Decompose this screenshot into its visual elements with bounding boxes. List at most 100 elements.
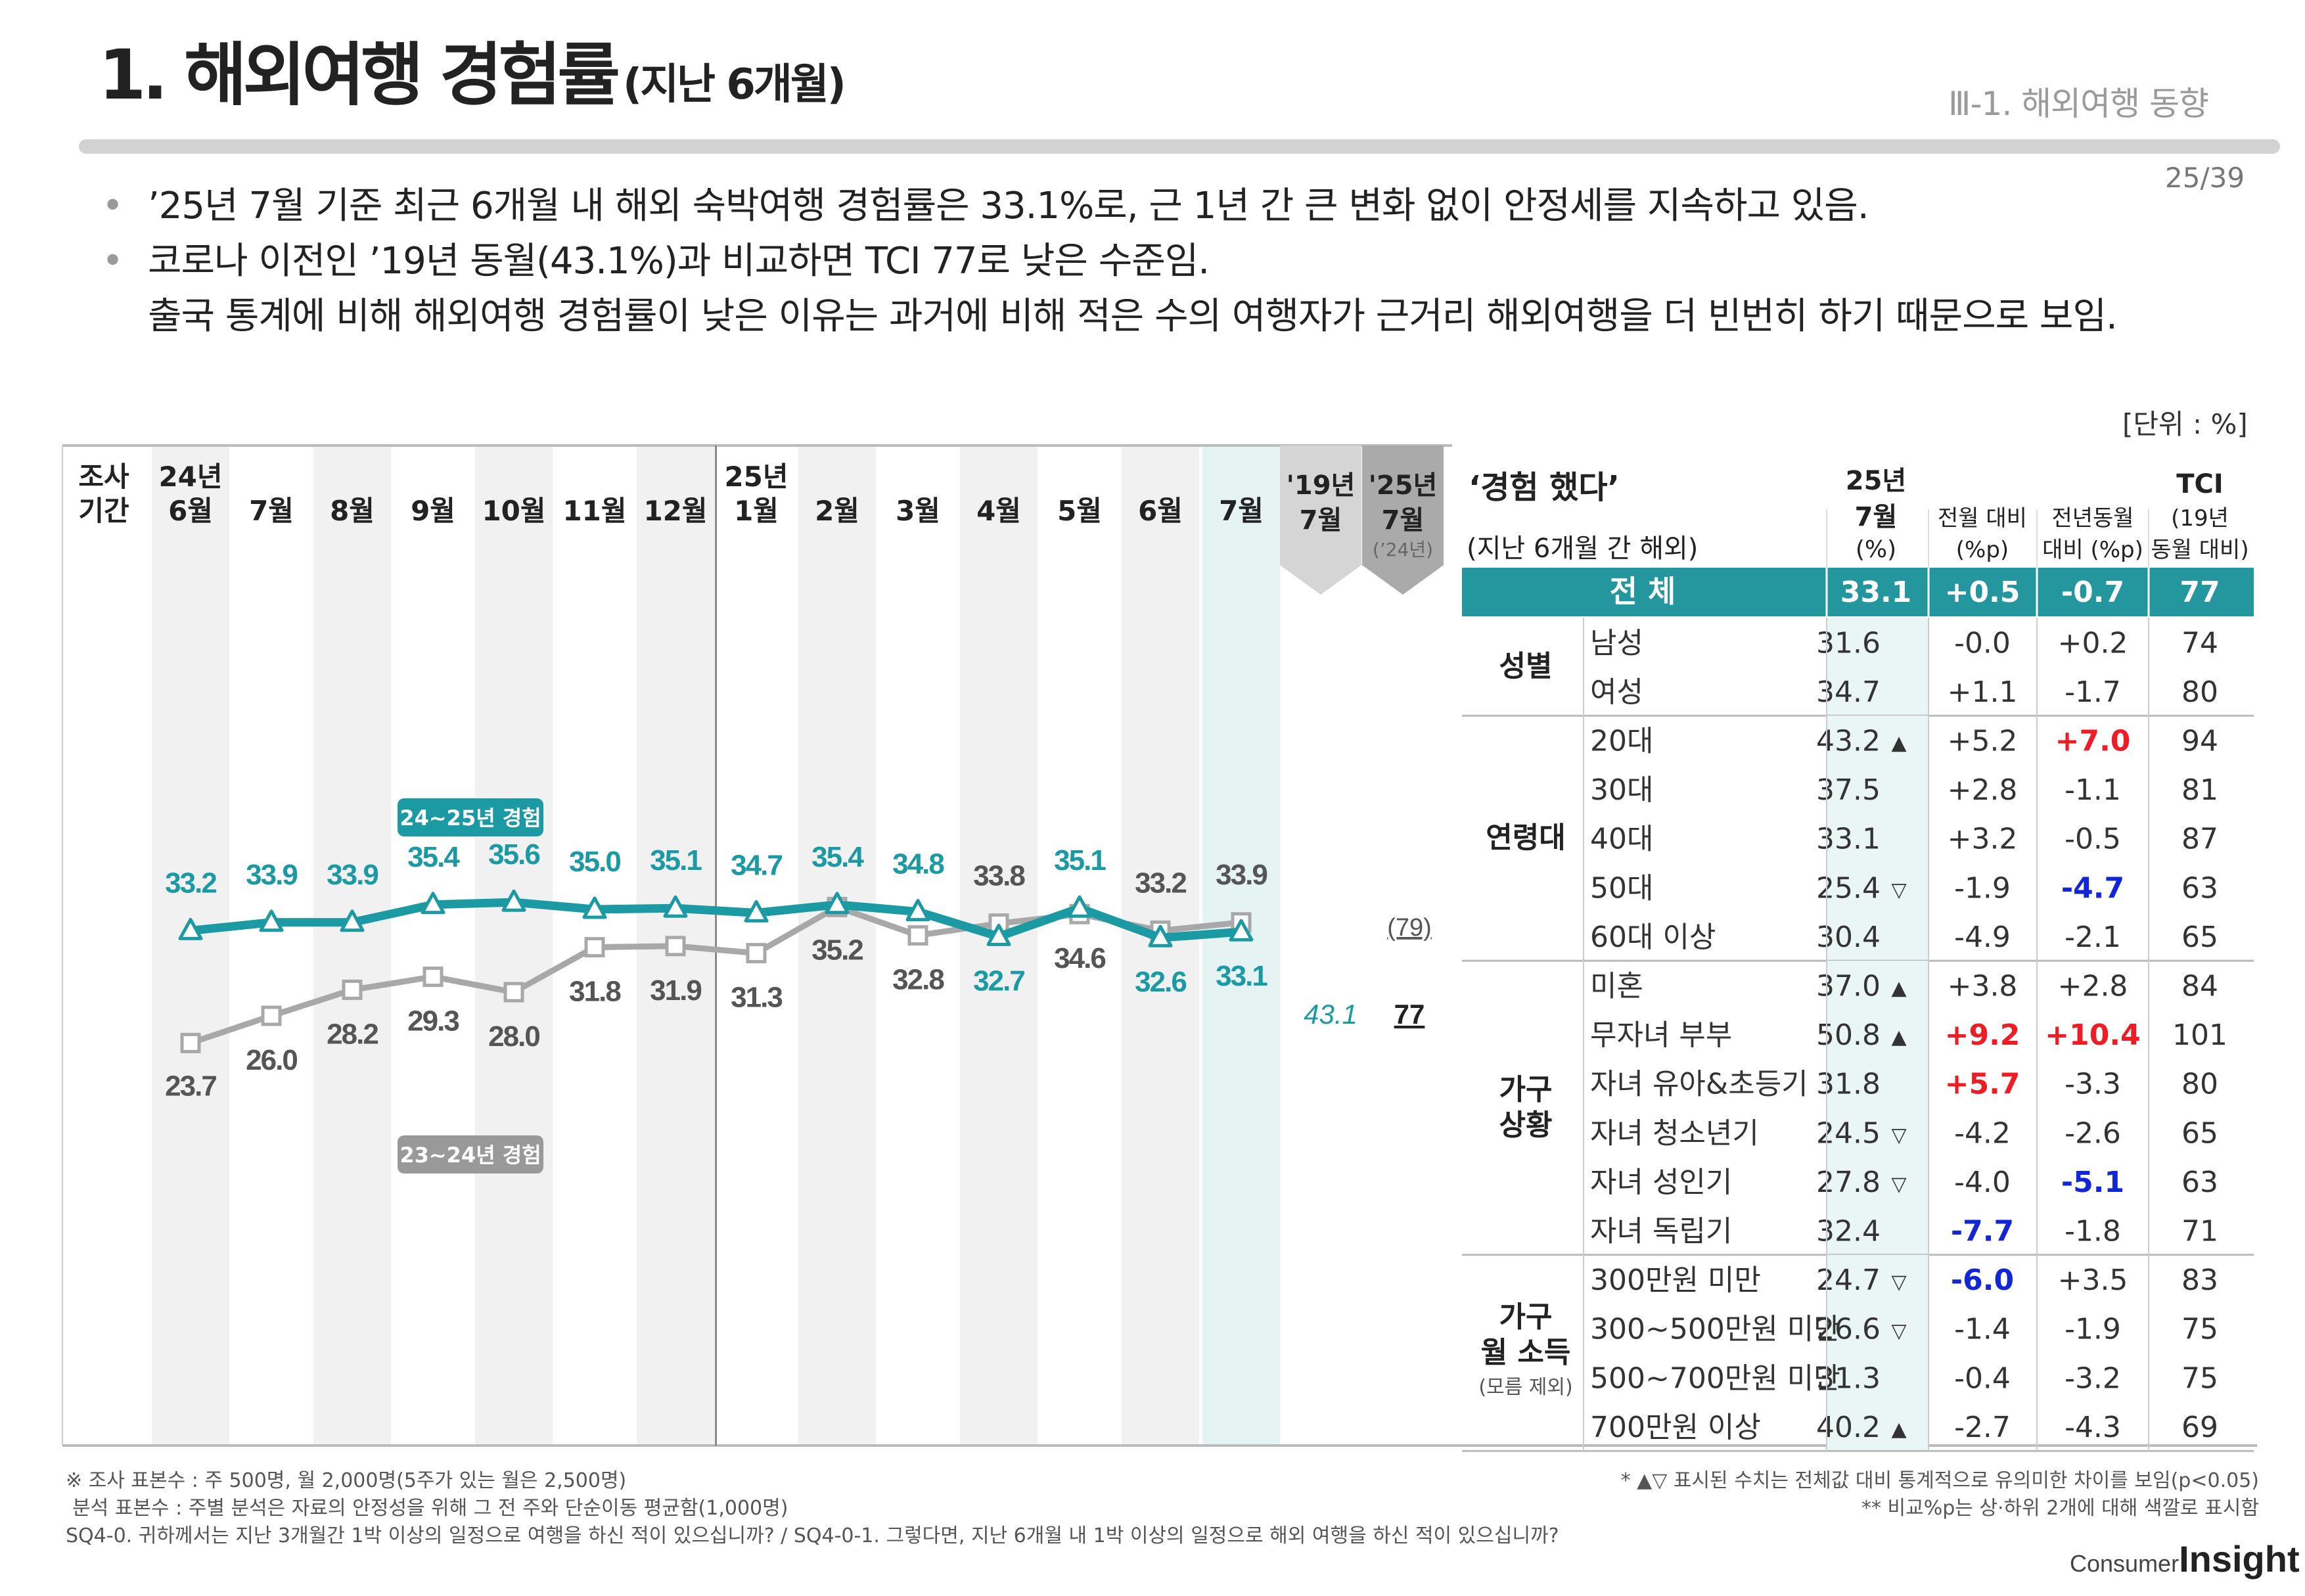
row-current-1-4: 30.4 [1816,921,1881,954]
teal-value-label-7: 34.7 [731,849,782,881]
row-sig-3-0: ▽ [1891,1271,1906,1294]
table-subtitle: (지난 6개월 간 해외) [1467,534,1698,564]
gray-point-6 [665,936,686,957]
month-label-4: 10월 [482,495,545,527]
summary-bullets: ’25년 7월 기준 최근 6개월 내 해외 숙박여행 경험률은 33.1%로,… [102,179,2244,344]
period-label-1: 조사 [78,461,129,493]
group-name-1-0: 연령대 [1486,821,1565,855]
total-row-tci: 77 [2179,576,2220,609]
row-mom-3-0: -6.0 [1951,1264,2014,1297]
col-header-tci-2: (19년 [2171,505,2229,532]
teal-series-badge-label: 24~25년 경험 [399,806,541,831]
gray-value-label-8: 35.2 [811,934,863,966]
teal-series-badge [398,798,543,836]
bullet-2: 코로나 이전인 ’19년 동월(43.1%)과 비교하면 TCI 77로 낮은 … [102,234,2244,289]
gray-value-label-7: 31.3 [731,982,782,1014]
row-tci-0-0: 74 [2181,626,2218,660]
row-yoy-2-1: +10.4 [2045,1018,2140,1052]
row-label-3-1: 300~500만원 미만 [1590,1313,1840,1346]
group-current-bg-3 [1827,1254,1928,1451]
gray-value-label-0: 23.7 [165,1070,216,1102]
column-band-2 [313,445,391,1446]
row-current-3-1: 26.6 [1816,1313,1881,1346]
row-yoy-3-2: -3.2 [2065,1361,2121,1395]
row-mom-3-1: -1.4 [1954,1313,2011,1346]
row-yoy-0-0: +0.2 [2058,626,2128,660]
teal-point-7 [744,900,769,923]
teal-point-8 [825,892,850,915]
col-header-yoy-1: 전년동월 [2051,505,2134,532]
total-row-label: 전 체 [1610,574,1676,609]
title-divider [79,139,2280,154]
row-tci-1-3: 63 [2181,871,2218,905]
compare-header-bg-0 [1280,445,1361,595]
row-label-3-3: 700만원 이상 [1590,1411,1761,1444]
teal-series-line [186,898,1246,942]
row-current-1-3: 25.4 [1816,871,1881,905]
row-current-2-0: 37.0 [1816,970,1881,1003]
compare-header-sub-1: (’24년) [1373,539,1433,560]
gray-point-9 [907,925,928,946]
row-yoy-1-1: -1.1 [2065,773,2121,807]
col-header-current-2: 7월 [1855,502,1898,532]
compare-header-bg-1 [1362,445,1444,595]
row-label-2-5: 자녀 독립기 [1590,1215,1732,1248]
row-current-2-2: 31.8 [1816,1068,1881,1101]
teal-point-6 [663,895,688,918]
teal-value-label-3: 35.4 [407,841,460,873]
row-label-2-3: 자녀 청소년기 [1590,1116,1759,1150]
month-label-13: 7월 [1219,495,1264,527]
row-tci-3-2: 75 [2181,1361,2218,1395]
teal-point-3 [421,892,445,915]
row-current-2-5: 32.4 [1816,1215,1881,1248]
row-tci-2-2: 80 [2181,1068,2218,1101]
row-label-3-2: 500~700만원 미만 [1590,1361,1840,1395]
gray-point-4 [503,982,524,1003]
month-label-11: 5월 [1057,495,1102,527]
teal-value-label-13: 33.1 [1216,960,1267,992]
teal-point-9 [905,899,930,922]
row-sig-3-3: ▲ [1891,1418,1906,1441]
gray-point-5 [584,937,605,958]
group-current-bg-0 [1827,618,1928,716]
row-yoy-0-1: -1.7 [2065,675,2121,709]
row-mom-1-4: -4.9 [1954,921,2011,954]
gray-value-label-9: 32.8 [892,964,944,996]
row-current-1-0: 43.2 [1816,725,1881,758]
total-row-bg [1462,568,2254,616]
gray-value-label-2: 28.2 [327,1018,378,1050]
gray-value-label-1: 26.0 [246,1044,297,1076]
gray-value-label-4: 28.0 [488,1020,539,1053]
year-label-0: 24년 [158,461,222,493]
row-mom-2-2: +5.7 [1945,1068,2020,1101]
compare-note-prev: (79) [1387,914,1432,942]
teal-point-1 [259,909,284,932]
gray-point-3 [422,967,444,988]
teal-value-label-4: 35.6 [488,838,539,871]
row-mom-1-1: +2.8 [1948,773,2018,807]
row-tci-3-3: 69 [2181,1411,2218,1444]
row-tci-2-1: 101 [2172,1018,2227,1052]
row-tci-0-1: 80 [2181,675,2218,709]
gray-series-badge-label: 23~24년 경험 [399,1143,541,1168]
col-header-current-1: 25년 [1846,466,1906,496]
teal-point-11 [1067,895,1092,918]
month-label-5: 11월 [562,495,626,527]
row-current-1-2: 33.1 [1816,823,1881,856]
unit-label: [단위 : %] [2122,408,2248,440]
page-title: 1. 해외여행 경험률 (지난 6개월) [99,35,846,115]
col-header-tci-3: 동월 대비) [2151,537,2248,563]
row-label-3-0: 300만원 미만 [1590,1264,1761,1297]
gray-value-label-6: 31.9 [650,974,701,1007]
teal-point-13 [1229,919,1254,942]
row-mom-1-0: +5.2 [1948,725,2018,758]
group-name-2-0: 가구 [1499,1073,1553,1106]
brand-logo: ConsumerInsight [2070,1538,2300,1580]
row-tci-2-5: 71 [2181,1215,2218,1248]
col-header-current-3: (%) [1856,536,1896,563]
month-label-12: 6월 [1138,495,1183,527]
bullet-1: ’25년 7월 기준 최근 6개월 내 해외 숙박여행 경험률은 33.1%로,… [102,179,2244,234]
teal-point-2 [340,909,365,932]
row-mom-1-3: -1.9 [1954,871,2011,905]
bullet-2-continuation: 출국 통계에 비해 해외여행 경험률이 낮은 이유는 과거에 비해 적은 수의 … [148,295,2118,338]
